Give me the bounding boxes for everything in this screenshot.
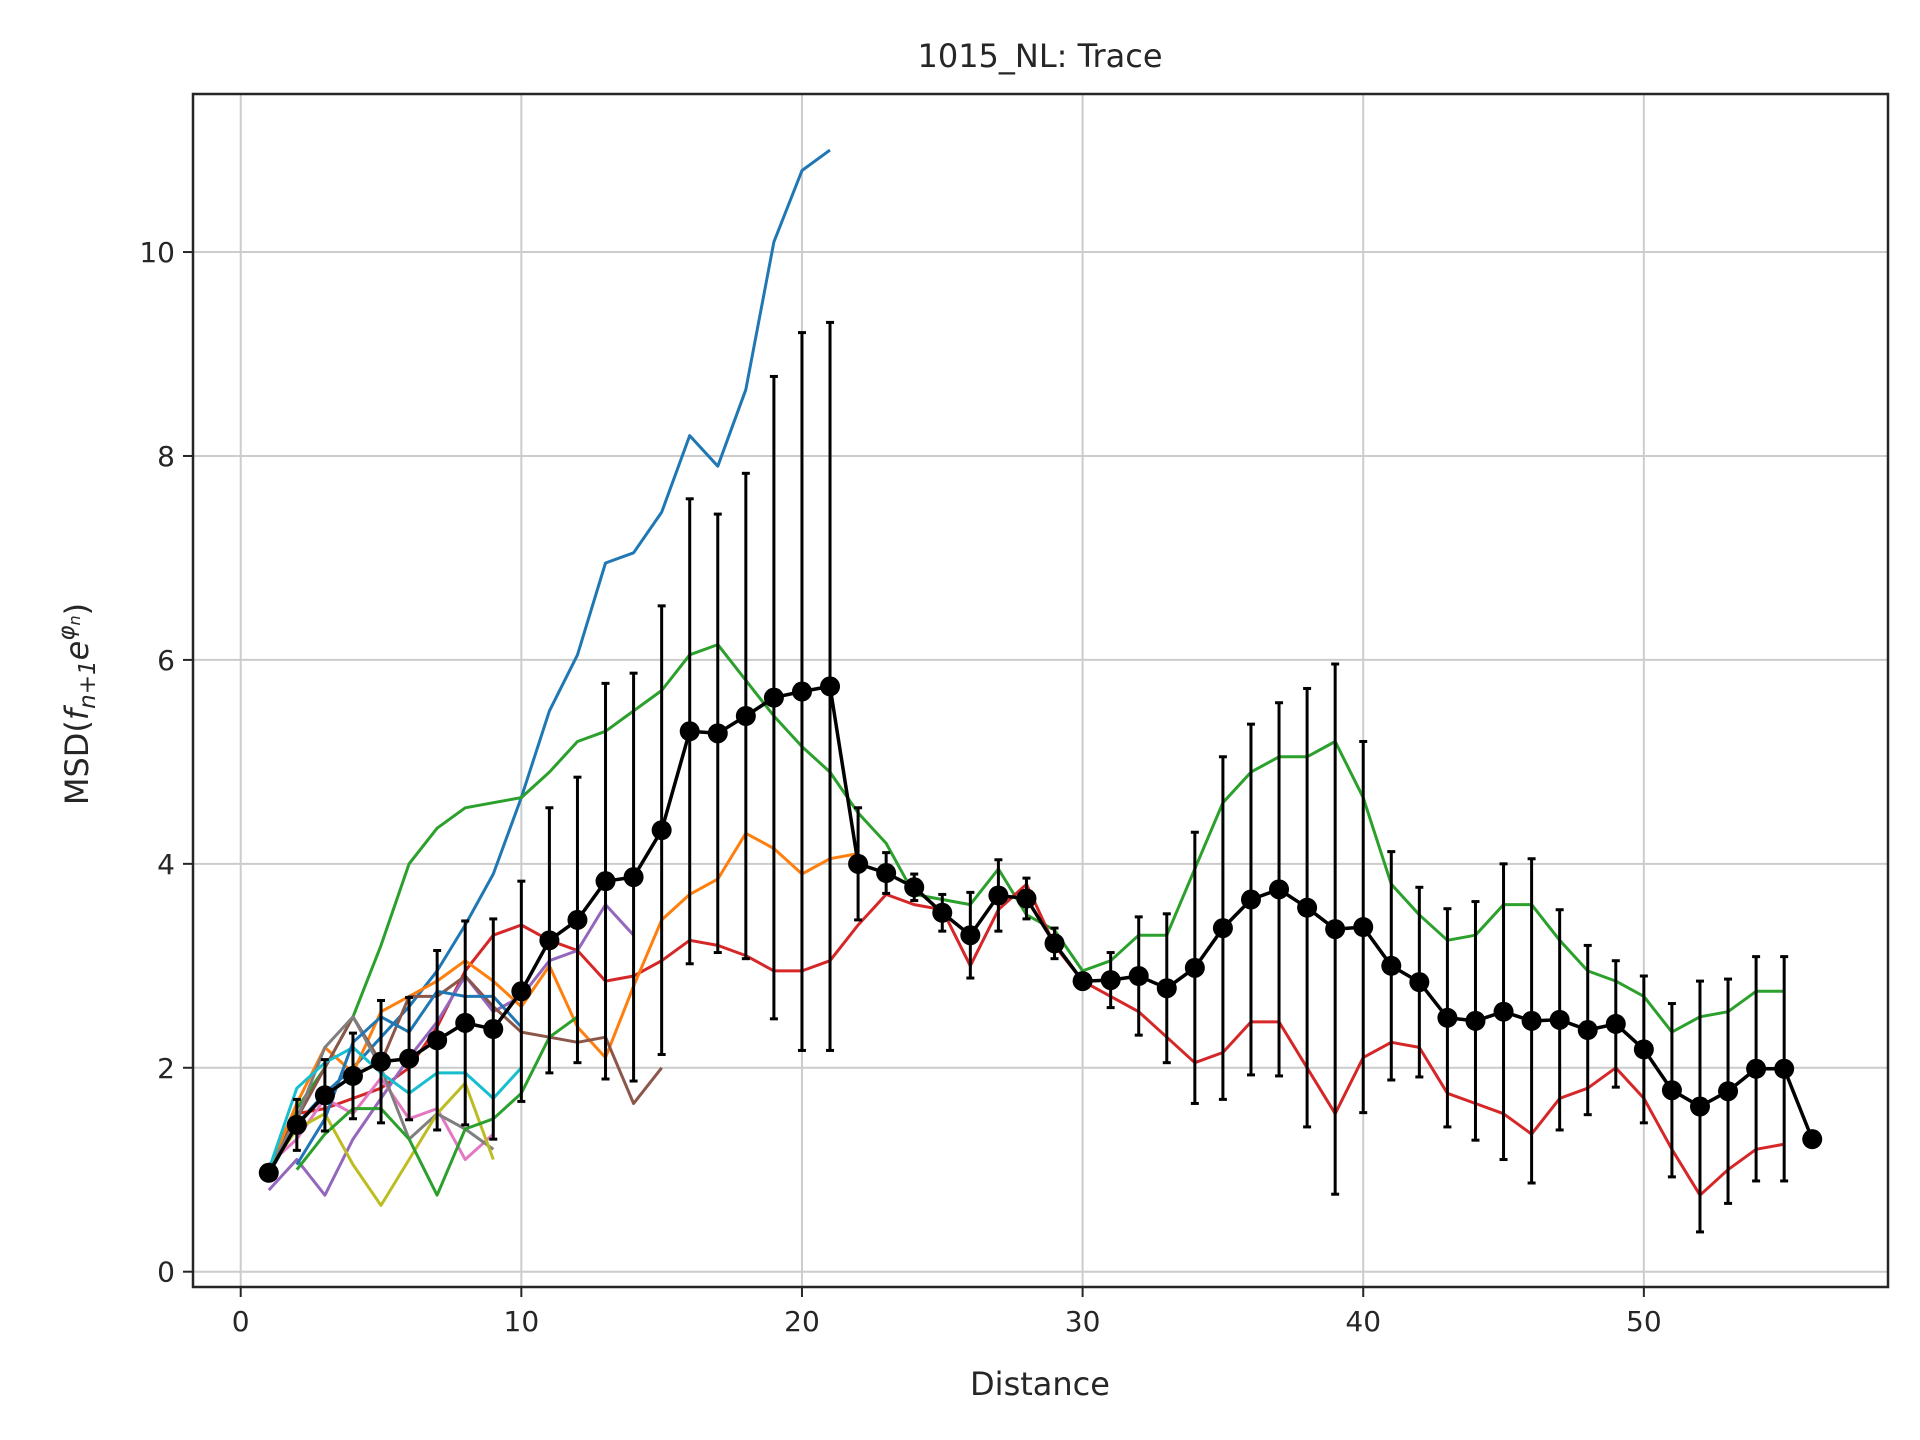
mean-point [595,871,616,892]
mean-point [1493,1001,1514,1022]
mean-point [1689,1096,1710,1117]
mean-point [1633,1039,1654,1060]
trace-line-12 [295,1015,579,1197]
mean-point [876,863,897,884]
mean-point [763,687,784,708]
y-axis-label: MSD(fn+1eφn) [54,603,101,805]
mean-point [1549,1009,1570,1030]
ticks: 0 10 20 30 40 50 0 2 4 6 8 10 [139,236,1661,1338]
mean-point [651,820,672,841]
mean-point [791,681,812,702]
mean-point [1240,889,1261,910]
mean-layer [258,320,1823,1234]
mean-point [848,853,869,874]
mean-point [707,723,728,744]
mean-point [286,1114,307,1135]
y-tick-label: 0 [157,1256,175,1289]
mean-point [511,981,532,1002]
mean-point [932,902,953,923]
mean-point [567,909,588,930]
trace-line-10 [267,1045,523,1171]
y-tick-label: 8 [157,440,175,473]
y-tick-label: 2 [157,1052,175,1085]
mean-point [314,1085,335,1106]
grid [193,94,1888,1287]
mean-point [539,930,560,951]
mean-point [1746,1058,1767,1079]
mean-point [1774,1058,1795,1079]
mean-point [1297,897,1318,918]
mean-point [1212,918,1233,939]
mean-point [1044,933,1065,954]
mean-point [371,1051,392,1072]
mean-point [1072,971,1093,992]
trace-line-5 [267,903,635,1197]
x-tick-label: 30 [1065,1305,1101,1338]
mean-point [455,1012,476,1033]
mean-point [1718,1081,1739,1102]
mean-point [904,877,925,898]
mean-point [1577,1020,1598,1041]
mean-point [1100,970,1121,991]
x-axis-label: Distance [970,1365,1110,1403]
mean-point [1156,978,1177,999]
mean-point [1521,1010,1542,1031]
mean-point [1605,1013,1626,1034]
mean-point [988,885,1009,906]
mean-point [1381,955,1402,976]
mean-point [1325,919,1346,940]
mean-point [1269,879,1290,900]
mean-point [623,867,644,888]
plot-frame [191,92,1890,1289]
y-tick-label: 6 [157,644,175,677]
mean-point [1661,1080,1682,1101]
mean-point [1184,957,1205,978]
x-tick-label: 10 [504,1305,540,1338]
mean-point [735,705,756,726]
mean-point [483,1019,504,1040]
mean-point [1802,1129,1823,1150]
x-tick-label: 50 [1626,1305,1662,1338]
x-tick-label: 20 [784,1305,820,1338]
x-tick-label: 40 [1345,1305,1381,1338]
y-tick-label: 4 [157,848,175,881]
mean-point [399,1048,420,1069]
mean-point [1409,972,1430,993]
mean-point [258,1162,279,1183]
chart-title: 1015_NL: Trace [917,37,1162,75]
mean-point [960,925,981,946]
mean-point [1016,888,1037,909]
mean-point [1465,1010,1486,1031]
mean-point [820,676,841,697]
mean-point [679,721,700,742]
x-tick-label: 0 [232,1305,250,1338]
mean-point [1128,966,1149,987]
mean-point [1437,1007,1458,1028]
mean-point [427,1030,448,1051]
y-tick-label: 10 [139,236,175,269]
mean-point [342,1065,363,1086]
mean-point [1353,917,1374,938]
